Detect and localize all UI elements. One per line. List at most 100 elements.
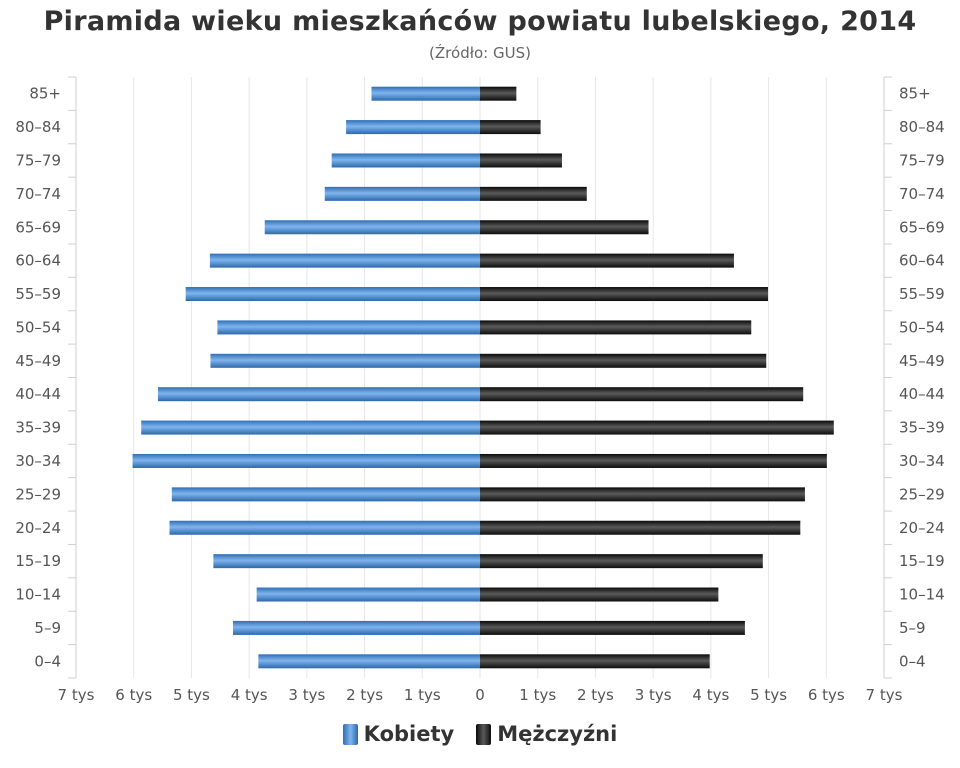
left-category-label: 45–49 [15,352,61,370]
bar-male-0-4[interactable] [480,654,710,669]
bars [132,86,834,669]
bar-female-85+[interactable] [371,86,480,101]
bar-female-50-54[interactable] [217,320,480,335]
x-tick-label: 7 tys [866,686,903,704]
chart-subtitle: (Źródło: GUS) [429,44,531,62]
left-category-label: 25–29 [15,485,61,503]
left-category-label: 70–74 [15,185,61,203]
right-category-label: 75–79 [899,151,945,169]
right-category-label: 30–34 [899,452,945,470]
right-category-label: 60–64 [899,252,945,270]
chart-title: Piramida wieku mieszkańców powiatu lubel… [43,6,917,37]
bar-female-40-44[interactable] [157,387,480,402]
left-category-label: 0–4 [34,652,61,670]
grid-lines [133,77,827,678]
x-tick-label: 4 tys [692,686,729,704]
left-category-label: 50–54 [15,318,61,336]
bar-male-25-29[interactable] [480,487,805,502]
x-tick-label: 5 tys [750,686,787,704]
left-category-label: 55–59 [15,285,61,303]
right-category-label: 10–14 [899,586,945,604]
bar-female-35-39[interactable] [141,420,480,435]
bar-male-80-84[interactable] [480,120,541,135]
bar-female-70-74[interactable] [324,186,480,201]
bar-male-65-69[interactable] [480,220,649,235]
x-tick-label: 5 tys [173,686,210,704]
right-category-label: 35–39 [899,419,945,437]
bar-male-20-24[interactable] [480,520,801,535]
bar-male-35-39[interactable] [480,420,834,435]
bar-female-80-84[interactable] [346,120,480,135]
right-category-label: 80–84 [899,118,945,136]
bar-female-45-49[interactable] [210,353,480,368]
bar-female-75-79[interactable] [331,153,480,168]
x-tick-label: 3 tys [635,686,672,704]
legend-label-female: Kobiety [363,722,455,746]
right-category-label: 25–29 [899,485,945,503]
left-category-label: 40–44 [15,385,61,403]
legend-label-male: Mężczyźni [497,722,618,746]
left-category-label: 10–14 [15,586,61,604]
bar-male-55-59[interactable] [480,287,768,302]
right-category-label: 15–19 [899,552,945,570]
bar-male-70-74[interactable] [480,186,587,201]
left-category-label: 5–9 [34,619,61,637]
x-tick-label: 4 tys [231,686,268,704]
left-category-label: 35–39 [15,419,61,437]
left-category-label: 65–69 [15,218,61,236]
x-tick-label: 7 tys [58,686,95,704]
bar-female-65-69[interactable] [264,220,480,235]
bar-male-75-79[interactable] [480,153,562,168]
legend-swatch-female [342,723,358,745]
x-tick-label: 1 tys [519,686,556,704]
bar-female-60-64[interactable] [209,253,480,268]
tick-labels: 85+ 85+ 80–84 80–84 75–79 75–79 70–74 70–74 65–6… [15,85,944,704]
legend-swatch-male [476,723,492,745]
x-tick-label: 6 tys [115,686,152,704]
right-category-label: 45–49 [899,352,945,370]
x-tick-label: 6 tys [808,686,845,704]
right-category-label: 55–59 [899,285,945,303]
bar-female-0-4[interactable] [258,654,480,669]
bar-female-15-19[interactable] [213,554,481,569]
right-category-label: 85+ [899,85,931,103]
bar-female-5-9[interactable] [232,620,480,635]
right-category-label: 20–24 [899,519,945,537]
x-tick-label: 1 tys [404,686,441,704]
x-tick-label: 2 tys [577,686,614,704]
bar-female-55-59[interactable] [185,287,480,302]
bar-female-20-24[interactable] [169,520,481,535]
left-category-label: 85+ [29,85,61,103]
right-category-label: 40–44 [899,385,945,403]
bar-female-10-14[interactable] [256,587,480,602]
bar-male-10-14[interactable] [480,587,719,602]
x-tick-label: 3 tys [288,686,325,704]
axes [68,76,892,679]
right-category-label: 50–54 [899,318,945,336]
left-category-label: 30–34 [15,452,61,470]
left-category-label: 15–19 [15,552,61,570]
x-tick-label: 2 tys [346,686,383,704]
left-category-label: 60–64 [15,252,61,270]
bar-female-30-34[interactable] [132,453,480,468]
left-category-label: 80–84 [15,118,61,136]
legend: Kobiety Mężczyźni [0,722,960,746]
bar-female-25-29[interactable] [171,487,480,502]
x-tick-label: 0 [475,686,485,704]
right-category-label: 5–9 [899,619,926,637]
legend-item-female[interactable]: Kobiety [342,722,455,746]
legend-item-male[interactable]: Mężczyźni [476,722,617,746]
bar-male-60-64[interactable] [480,253,734,268]
left-category-label: 75–79 [15,151,61,169]
left-category-label: 20–24 [15,519,61,537]
right-category-label: 65–69 [899,218,945,236]
bar-male-45-49[interactable] [480,353,767,368]
bar-male-50-54[interactable] [480,320,752,335]
right-category-label: 70–74 [899,185,945,203]
bar-male-5-9[interactable] [480,620,745,635]
bar-male-85+[interactable] [480,86,517,101]
bar-male-40-44[interactable] [480,387,804,402]
bar-male-15-19[interactable] [480,554,763,569]
bar-male-30-34[interactable] [480,453,827,468]
